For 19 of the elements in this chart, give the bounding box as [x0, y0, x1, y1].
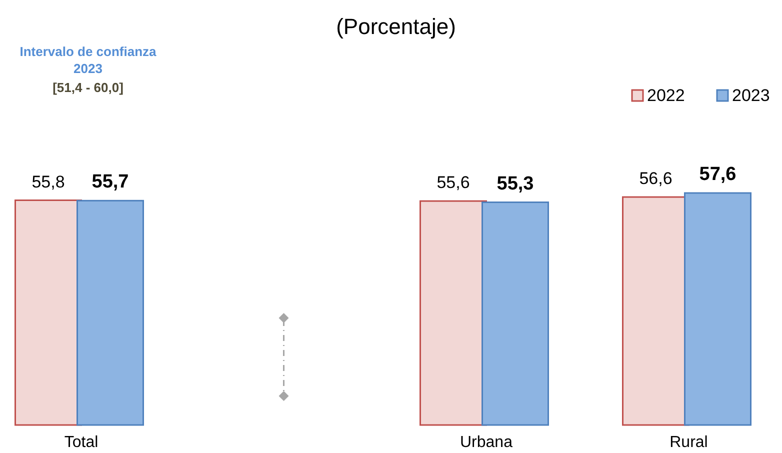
bar — [14, 200, 82, 426]
text: Intervalo de confianza 2023 — [20, 44, 158, 76]
legend-label: 2023 — [732, 86, 770, 105]
data-label: 57,6 — [699, 164, 736, 185]
data-label: 55,3 — [496, 173, 534, 194]
legend-label: 2022 — [647, 86, 685, 105]
data-label: 56,6 — [639, 169, 672, 188]
chart-title: (Porcentaje) — [336, 14, 456, 39]
text: [51,4 - 60,0] — [52, 80, 124, 95]
data-label: 55,8 — [32, 172, 65, 192]
bar — [76, 200, 144, 426]
bar — [420, 200, 487, 426]
data-label: 55,6 — [436, 173, 470, 192]
x-tick-label: Rural — [670, 434, 708, 451]
bar — [482, 202, 549, 426]
x-tick-label: Total — [64, 434, 98, 451]
bar — [684, 192, 752, 426]
x-tick-label: Urbana — [460, 434, 513, 451]
data-label: 55,7 — [92, 172, 129, 193]
